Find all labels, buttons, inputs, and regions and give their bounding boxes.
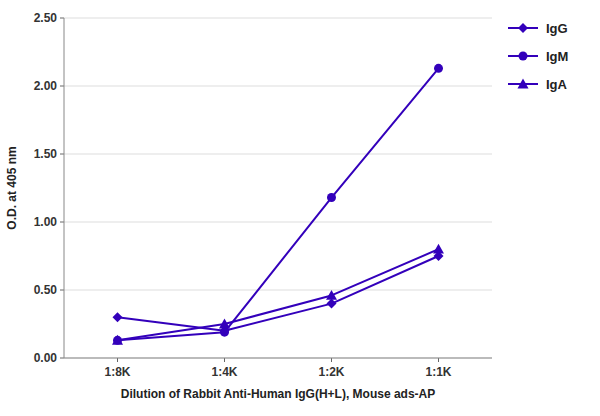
y-tick <box>60 358 64 359</box>
y-axis-line <box>64 18 65 358</box>
x-tick <box>224 358 225 362</box>
y-tick <box>60 290 64 291</box>
x-axis-label: Dilution of Rabbit Anti-Human IgG(H+L), … <box>121 387 436 401</box>
plot-area <box>112 64 444 345</box>
legend-marker <box>519 52 528 61</box>
x-tick-label: 1:8K <box>104 365 130 379</box>
legend-label: IgM <box>546 49 568 64</box>
y-tick-label: 1.00 <box>34 215 58 229</box>
x-axis-line <box>64 358 492 359</box>
page: {"chart_data": {"type": "line", "x_label… <box>0 0 600 416</box>
series-line <box>118 249 439 340</box>
data-point <box>327 299 337 309</box>
x-tick-label: 1:1K <box>425 365 451 379</box>
legend-marker <box>518 79 529 89</box>
y-tick <box>60 86 64 87</box>
data-point <box>326 290 337 300</box>
data-point <box>433 244 444 254</box>
y-tick-label: 2.00 <box>34 79 58 93</box>
y-axis-label: O.D. at 405 nm <box>5 146 19 229</box>
data-point <box>219 319 230 329</box>
chart-container: 0.00 0.50 1.00 1.50 2.00 2.50 1:8K 1:4K 1:2K 1:1K… <box>0 0 600 416</box>
legend-label: IgG <box>546 21 568 36</box>
grid-line <box>64 222 492 223</box>
series-line <box>118 256 439 331</box>
x-tick <box>438 358 439 362</box>
x-tick-label: 1:4K <box>211 365 237 379</box>
legend-label: IgA <box>546 77 568 92</box>
data-point <box>113 312 123 322</box>
grid-line <box>64 154 492 155</box>
x-tick <box>331 358 332 362</box>
y-tick <box>60 18 64 19</box>
y-tick-label: 0.00 <box>34 351 58 365</box>
y-tick-label: 2.50 <box>34 11 58 25</box>
x-tick-label: 1:2K <box>318 365 344 379</box>
data-point <box>434 64 443 73</box>
grid-line <box>64 86 492 87</box>
grid-line <box>64 18 492 19</box>
data-point <box>112 335 123 345</box>
chart: 0.00 0.50 1.00 1.50 2.00 2.50 1:8K 1:4K 1:2K 1:1K… <box>0 0 600 416</box>
series-line <box>118 68 439 340</box>
axes: 0.00 0.50 1.00 1.50 2.00 2.50 1:8K 1:4K 1:2K 1:1K <box>34 11 492 379</box>
legend-marker <box>518 23 528 33</box>
legend: IgG IgM IgA <box>508 21 568 92</box>
grid-line <box>64 358 492 359</box>
y-tick-label: 1.50 <box>34 147 58 161</box>
data-point <box>327 193 336 202</box>
y-tick <box>60 154 64 155</box>
y-tick-label: 0.50 <box>34 283 58 297</box>
grid-line <box>64 290 492 291</box>
data-point <box>220 328 229 337</box>
x-tick <box>117 358 118 362</box>
y-tick <box>60 222 64 223</box>
